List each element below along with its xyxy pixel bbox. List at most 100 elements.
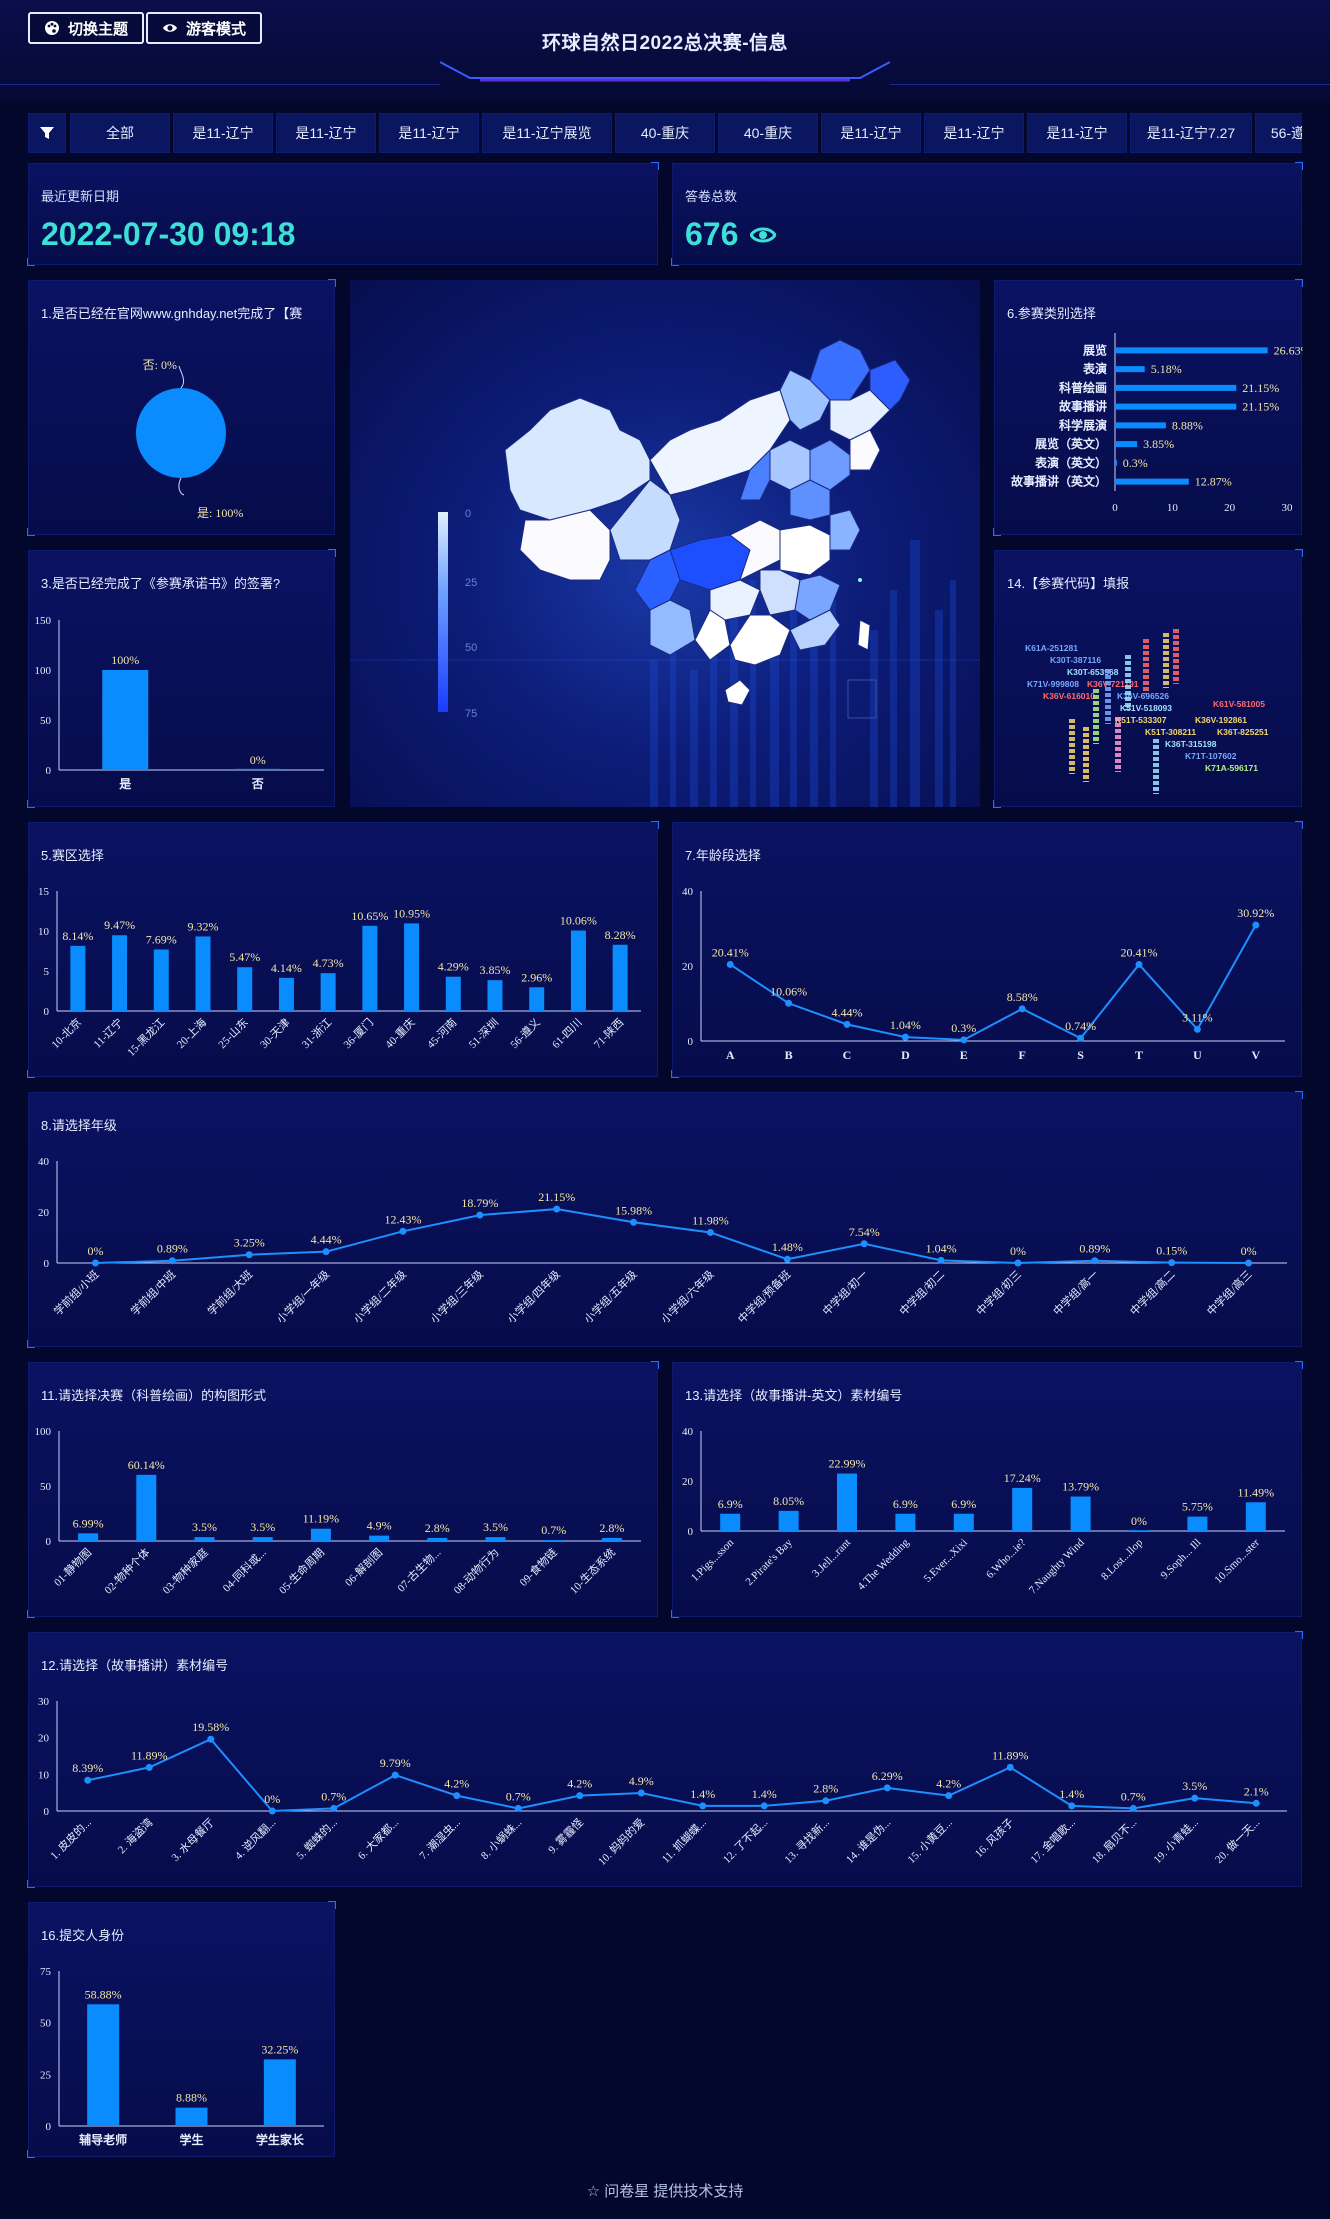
bar xyxy=(78,1533,99,1541)
filter-chip[interactable]: 是11-辽宁 xyxy=(1027,113,1127,153)
vertical-term xyxy=(1105,669,1111,724)
chart-title: 7.年龄段选择 xyxy=(685,848,761,863)
chart-title: 14.【参赛代码】填报 xyxy=(1007,576,1130,591)
x-tick-label: 10 xyxy=(1167,502,1179,514)
filter-chip[interactable]: 是11-辽宁 xyxy=(173,113,273,153)
chart-title: 8.请选择年级 xyxy=(41,1118,117,1133)
theme-switch-button[interactable]: 切换主题 xyxy=(28,12,145,44)
data-label: 1.48% xyxy=(772,1240,803,1254)
guest-mode-button[interactable]: 游客模式 xyxy=(146,12,263,44)
x-tick-label: 7.Naughty Wind xyxy=(1027,1536,1087,1596)
bar-chart: 0 25 50 75 58.88% 辅导老师 8.88% 学生 32.25% 学生家长 xyxy=(40,1966,324,2147)
china-map-panel: 0 25 50 75 xyxy=(350,280,980,807)
filter-chip[interactable]: 56-遵义 xyxy=(1255,113,1302,153)
chart-title: 1.是否已经在官网www.gnhday.net完成了【赛 xyxy=(41,306,303,321)
x-tick-label: V xyxy=(1251,1048,1260,1062)
x-tick-label: 2.Pirate's Bay xyxy=(743,1536,795,1588)
bar xyxy=(252,1537,273,1541)
data-point xyxy=(1006,1763,1014,1771)
map-legend-bar[interactable] xyxy=(438,512,448,712)
vertical-term xyxy=(1093,689,1099,744)
x-tick-label: 中学组/高一 xyxy=(1050,1267,1101,1318)
panel-corner xyxy=(27,1880,35,1888)
filter-chip[interactable]: 是11-辽宁7.27 xyxy=(1130,113,1252,153)
data-label: 1.04% xyxy=(890,1018,921,1032)
x-tick-label: 小学组/一年级 xyxy=(273,1267,332,1326)
data-label: 0.3% xyxy=(1123,456,1148,470)
y-tick-label: 100 xyxy=(35,665,52,677)
data-point xyxy=(785,999,793,1007)
eye-icon xyxy=(162,20,178,36)
eye-icon[interactable] xyxy=(750,225,777,245)
data-label: 4.44% xyxy=(311,1233,342,1247)
x-tick-label: 02-物种个体 xyxy=(101,1545,152,1596)
word-cloud-term: K61V-581005 xyxy=(1213,699,1265,709)
palette-icon xyxy=(44,20,60,36)
x-tick-label: 6. 大家都... xyxy=(355,1815,402,1862)
x-tick-label: 30-天津 xyxy=(257,1016,292,1051)
y-tick-label: 表演 xyxy=(1082,361,1107,376)
data-label: 2.8% xyxy=(599,1521,624,1535)
y-tick-label: 0 xyxy=(688,1526,694,1538)
word-cloud-term: K36V-192861 xyxy=(1195,715,1247,725)
bar xyxy=(1115,384,1237,391)
x-tick-label: 0 xyxy=(1112,502,1118,514)
data-point xyxy=(1168,1259,1176,1267)
data-label: 17.24% xyxy=(1004,1471,1041,1485)
bar xyxy=(278,977,294,1011)
bar xyxy=(953,1513,974,1531)
filter-button[interactable] xyxy=(28,113,66,153)
data-label: 0.89% xyxy=(157,1242,188,1256)
filter-chip[interactable]: 40-重庆 xyxy=(615,113,715,153)
panel-corner xyxy=(671,1610,679,1618)
filter-chip[interactable]: 是11-辽宁 xyxy=(379,113,479,153)
hbar-chart: 0 10 20 30 展览 26.63% 表演 5.18% 科普绘画 21.15% 故事播讲 21.1… xyxy=(1011,333,1303,514)
x-tick-label: 07-古生物... xyxy=(394,1545,444,1595)
x-tick-label: 中学组/高三 xyxy=(1204,1267,1255,1318)
pie-chart: 否: 0% 是: 100% xyxy=(136,358,243,520)
total-responses-value: 676 xyxy=(685,216,739,252)
bar xyxy=(362,925,378,1011)
x-tick-label: 25-山东 xyxy=(216,1016,251,1051)
word-cloud-term: K36V-616010 xyxy=(1043,691,1095,701)
x-tick-label: 3.Jell...rant xyxy=(810,1537,853,1580)
y-tick-label: 10 xyxy=(38,1769,50,1781)
data-label: 3.25% xyxy=(234,1236,265,1250)
bar xyxy=(487,980,503,1011)
word-cloud-term: K71T-107602 xyxy=(1185,751,1237,761)
filter-chip[interactable]: 是11-辽宁 xyxy=(924,113,1024,153)
filter-chip[interactable]: 是11-辽宁展览 xyxy=(482,113,612,153)
data-point xyxy=(514,1804,522,1812)
bar xyxy=(320,973,336,1011)
filter-chip[interactable]: 全部 xyxy=(70,113,170,153)
x-tick-label: 小学组/四年级 xyxy=(504,1267,563,1326)
y-tick-label: 表演（英文） xyxy=(1034,455,1107,470)
x-tick-label: 10.Smo...ster xyxy=(1212,1536,1262,1586)
vertical-term xyxy=(1083,727,1089,782)
x-tick-label: 学前组/中班 xyxy=(127,1267,178,1318)
data-label: 20.41% xyxy=(1121,945,1158,959)
data-point xyxy=(476,1211,484,1219)
data-point xyxy=(726,960,734,968)
bar xyxy=(1012,1487,1033,1531)
x-tick-label: 11-辽宁 xyxy=(90,1015,126,1051)
filter-chip[interactable]: 是11-辽宁 xyxy=(821,113,921,153)
filter-chip[interactable]: 是11-辽宁 xyxy=(276,113,376,153)
bar xyxy=(136,1474,157,1541)
x-tick-label: 61-四川 xyxy=(550,1017,584,1051)
bar xyxy=(612,944,628,1011)
x-tick-label: 45-河南 xyxy=(424,1016,459,1051)
filter-chip[interactable]: 40-重庆 xyxy=(718,113,818,153)
bar xyxy=(87,2004,120,2126)
word-cloud-term: K61A-251281 xyxy=(1025,643,1078,653)
bar xyxy=(720,1513,741,1531)
data-point xyxy=(1129,1804,1137,1812)
footer-text: 问卷星 提供技术支持 xyxy=(604,2183,744,2200)
bar xyxy=(234,768,281,770)
x-tick-label: 51-深圳 xyxy=(466,1016,501,1051)
vertical-term xyxy=(1143,639,1149,694)
footer: ☆ 问卷星 提供技术支持 xyxy=(0,2180,1330,2201)
china-map[interactable] xyxy=(350,280,980,807)
y-tick-label: 20 xyxy=(38,1207,50,1219)
x-tick-label: 学生 xyxy=(179,2132,203,2147)
